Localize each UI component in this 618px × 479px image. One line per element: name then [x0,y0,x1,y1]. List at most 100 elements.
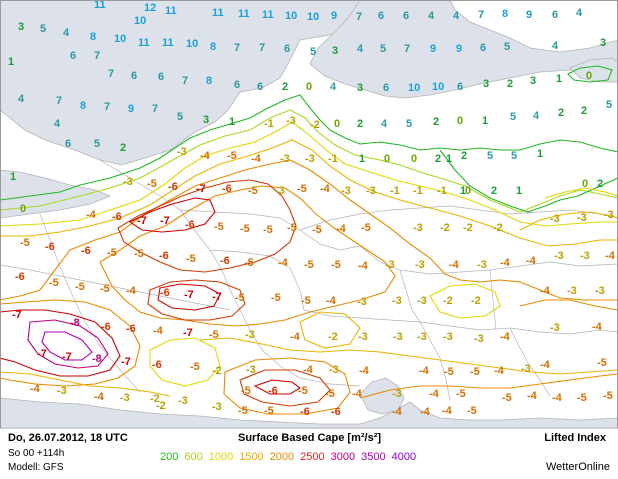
lifted-index-value: 9 [331,10,337,22]
lifted-index-value: 11 [238,8,250,20]
lifted-index-value: -3 [341,185,351,197]
lifted-index-value: -5 [263,224,273,236]
lifted-index-value: -3 [477,259,487,271]
legend-value: 1500 [239,451,264,463]
lifted-index-value: -4 [500,257,511,269]
lifted-index-value: -2 [212,365,222,377]
lifted-index-value: 5 [511,150,517,162]
lifted-index-value: -3 [577,212,587,224]
contour-li-8b [41,331,93,361]
contour-li-5c [0,299,141,387]
lifted-index-value: -3 [286,115,296,127]
lifted-index-value: 0 [465,185,471,197]
lifted-index-value: -5 [298,385,308,397]
contour-li-7c [253,379,301,395]
lifted-index-value: 8 [80,100,86,112]
lifted-index-value: 2 [507,78,513,90]
lifted-index-value: 5 [177,111,183,123]
lifted-index-value: -5 [467,405,477,417]
lifted-index-value: 6 [552,9,558,21]
contour-li-5 [99,185,396,327]
lifted-index-value: -3 [521,363,531,375]
lifted-index-value: -5 [470,366,480,378]
lifted-index-value: -3 [550,213,560,225]
lifted-index-value: -6 [152,359,162,371]
lifted-index-value: 1 [229,116,235,128]
lifted-index-value: -3 [358,331,368,343]
lifted-index-value: 11 [138,37,150,49]
lifted-index-value: -3 [393,331,403,343]
lifted-index-value: 2 [461,150,467,162]
map-footer: Do, 26.07.2012, 18 UTC So 00 +114h Model… [0,428,618,479]
lifted-index-value: 0 [411,153,417,165]
lifted-index-value: 2 [433,116,439,128]
lifted-index-value: 4 [453,10,460,22]
lifted-index-value: -6 [185,219,195,231]
lifted-index-value: -2 [443,295,453,307]
lifted-index-value: -3 [392,388,402,400]
lifted-index-value: 5 [40,23,46,35]
lifted-index-value: 5 [380,43,386,55]
lifted-index-value: 0 [586,70,592,82]
lifted-index-value: 10 [134,15,146,27]
lifted-index-value: -3 [474,333,484,345]
brand-logo: WetterOnline [546,461,610,473]
lifted-index-value: 7 [152,103,158,115]
lifted-index-value: -5 [244,257,254,269]
lifted-index-value: -4 [303,364,314,376]
contour-li-0 [0,109,618,213]
lifted-index-value: -3 [305,153,315,165]
lifted-index-value: 2 [120,142,126,154]
lifted-index-value: 8 [90,31,96,43]
lifted-index-value: -5 [147,178,157,190]
lifted-index-value: -3 [366,185,376,197]
lifted-index-value: 4 [63,27,70,39]
lifted-index-value: -5 [361,222,371,234]
lifted-index-value: 7 [182,75,188,87]
lifted-index-value: -5 [301,295,311,307]
lifted-index-value: -4 [278,257,289,269]
lifted-index-value: -6 [220,255,230,267]
lifted-index-value: -3 [245,329,255,341]
lifted-index-value: 6 [158,71,164,83]
contour-li-1 [0,94,618,201]
lifted-index-value: 7 [356,11,362,23]
lifted-index-value: 2 [282,81,288,93]
lifted-index-value: 4 [18,93,25,105]
lifted-index-value: 7 [259,42,265,54]
lifted-index-value: -4 [86,209,97,221]
lifted-index-value: -4 [540,359,551,371]
contour-li-4d [519,299,618,311]
lifted-index-value: -6 [45,241,55,253]
lifted-index-value: -4 [420,406,431,418]
legend-value: 200 [160,451,179,463]
lifted-index-value: -4 [336,223,347,235]
lifted-index-value: -4 [251,153,262,165]
lifted-index-value: 0 [582,178,588,190]
lifted-index-value: 4 [54,118,61,130]
lifted-index-value: 2 [558,107,564,119]
lifted-index-value: 4 [381,118,388,130]
lifted-index-value: 4 [576,7,583,19]
legend-value: 3500 [361,451,386,463]
lifted-index-value: -5 [264,405,274,417]
lifted-index-value: 7 [404,43,410,55]
lifted-index-value: 0 [384,153,390,165]
lifted-index-value: 5 [504,41,510,53]
lifted-index-value: 7 [108,68,114,80]
lifted-index-value: -1 [437,185,447,197]
lifted-index-value: -6 [126,323,136,335]
lifted-index-value: -5 [20,237,30,249]
lifted-index-value: -4 [326,295,337,307]
lifted-index-value: -3 [417,295,427,307]
lifted-index-value: -7 [62,351,72,363]
lifted-index-value: 4 [428,10,435,22]
contour-li-3c [199,337,618,375]
lifted-index-value: -3 [550,322,560,334]
lifted-index-value: -7 [183,327,193,339]
lifted-index-value: -4 [94,391,105,403]
lifted-index-value: -8 [70,317,80,329]
lifted-index-value: -3 [357,296,367,308]
lifted-index-value: 6 [284,43,290,55]
contour-li-2c [149,337,221,387]
